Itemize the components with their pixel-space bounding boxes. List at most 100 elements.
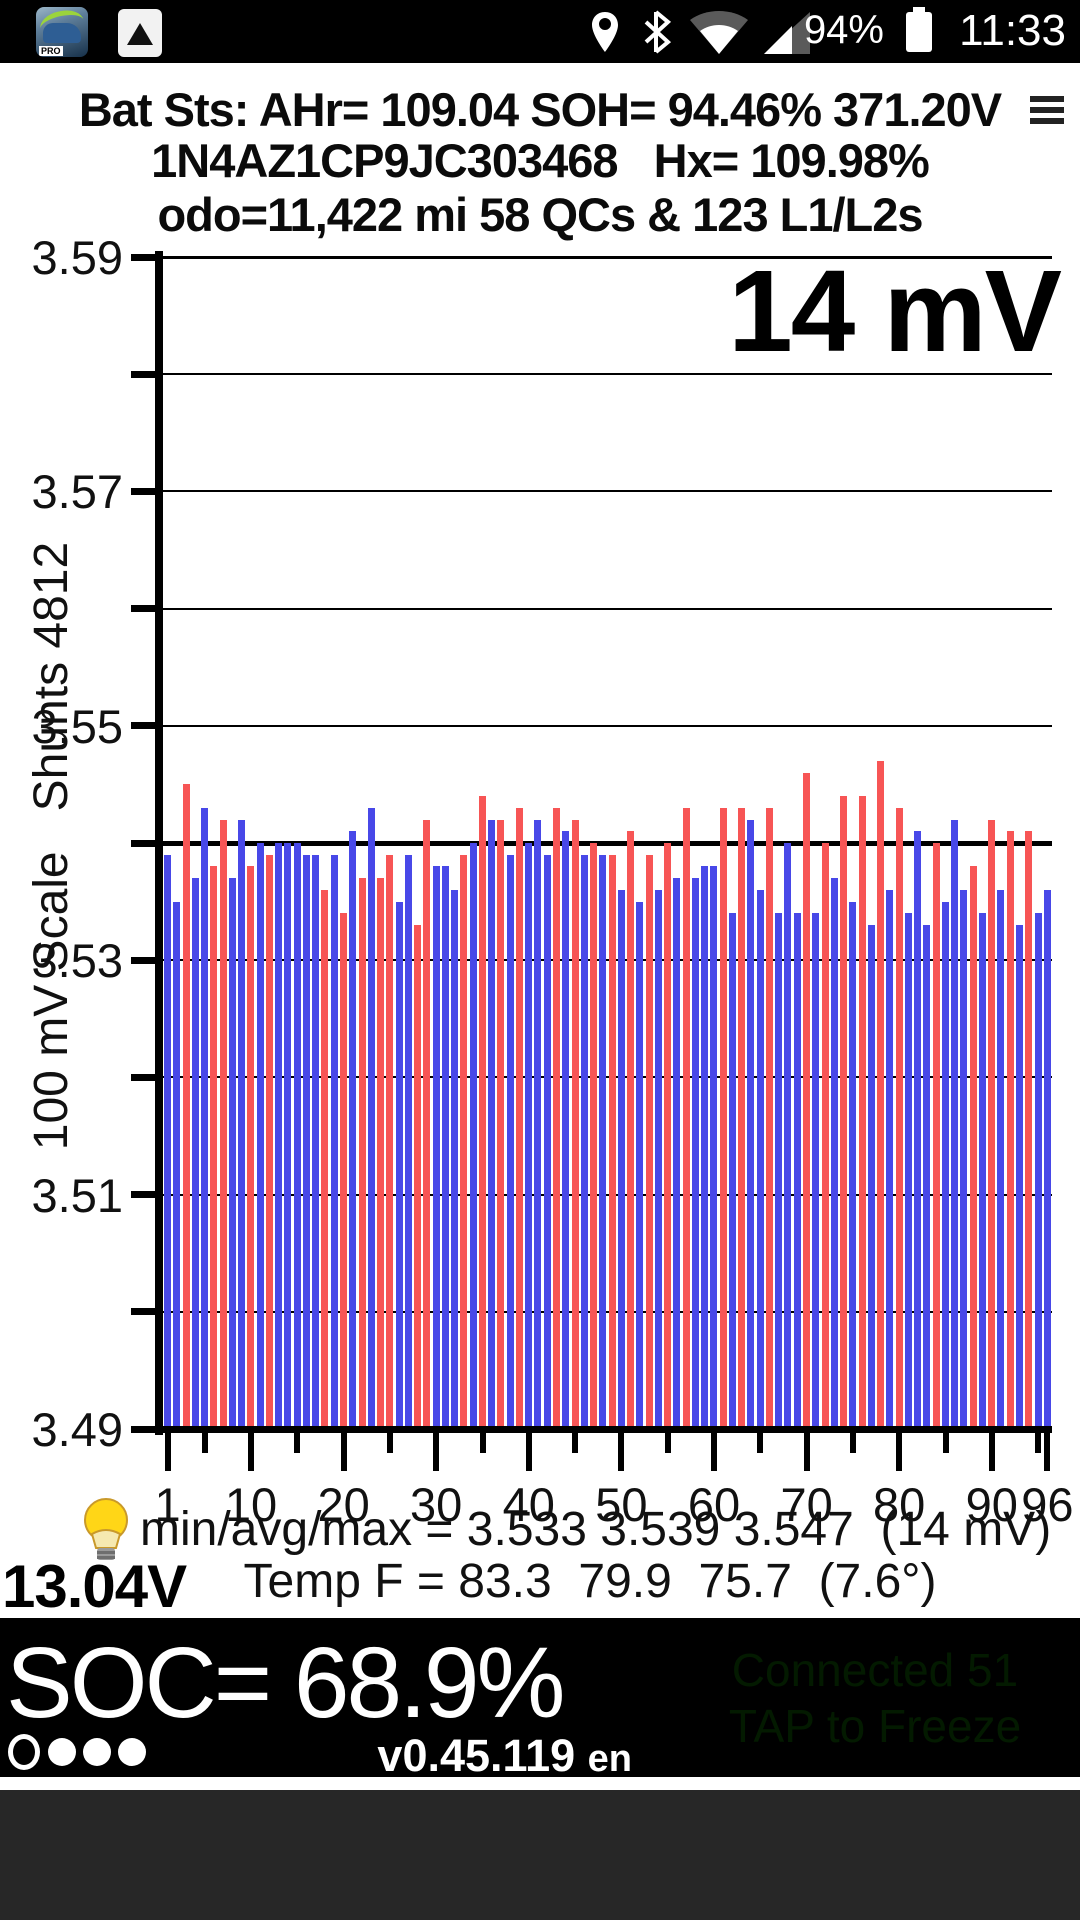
cell-bar-shunt [1025, 831, 1033, 1429]
android-status-bar: PRO 94% 11:33 [0, 0, 1080, 63]
12v-battery-voltage: 13.04V [2, 1553, 187, 1620]
cell-bar-shunt [719, 807, 727, 1429]
cell-bar-shunt [969, 866, 977, 1429]
y-axis-label: 3.55 [31, 699, 123, 753]
cell-bar [441, 866, 449, 1429]
x-axis-label: 70 [780, 1478, 833, 1531]
y-tick [131, 1308, 157, 1316]
gridline [163, 255, 1052, 259]
x-tick [942, 1433, 949, 1453]
bulb-icon[interactable] [82, 1496, 130, 1566]
cell-bar [404, 854, 412, 1429]
cell-bar [506, 854, 514, 1429]
cell-bar-shunt [182, 784, 190, 1429]
cell-bar-shunt [497, 819, 505, 1429]
cell-bar-shunt [377, 878, 385, 1429]
cell-bar [256, 843, 264, 1429]
cell-bar [469, 843, 477, 1429]
cell-bar [951, 819, 959, 1429]
x-tick [664, 1433, 671, 1453]
cell-bar [173, 901, 181, 1429]
cell-bar-shunt [515, 807, 523, 1429]
cell-bar-shunt [478, 796, 486, 1429]
x-tick [479, 1433, 486, 1453]
x-axis-label: 50 [595, 1478, 648, 1531]
gallery-icon [118, 9, 162, 57]
cell-bar-shunt [645, 854, 653, 1429]
x-tick [618, 1433, 625, 1471]
x-axis-label: 80 [873, 1478, 926, 1531]
cell-bar-shunt [210, 866, 218, 1429]
cell-bar [238, 819, 246, 1429]
cell-bar-shunt [219, 819, 227, 1429]
freeze-hint: TAP to Freeze [728, 1699, 1022, 1752]
cell-bar [701, 866, 709, 1429]
cell-bar-shunt [932, 843, 940, 1429]
min-avg-max-row: min/avg/max = 3.533 3.539 3.547 (14 mV) [140, 1503, 1052, 1556]
cell-bar-shunt [821, 843, 829, 1429]
gridline [163, 1076, 1052, 1079]
cell-bar-shunt [590, 843, 598, 1429]
cell-bar [960, 889, 968, 1429]
cell-bar-shunt [460, 854, 468, 1429]
cell-bar [451, 889, 459, 1429]
temperature-row: Temp F = 83.3 79.9 75.7 (7.6°) [243, 1555, 937, 1608]
x-tick [525, 1433, 532, 1471]
cell-bar-shunt [627, 831, 635, 1429]
battery-icon [906, 7, 932, 52]
cell-bar [997, 889, 1005, 1429]
app-version: v0.45.119 en [377, 1730, 632, 1781]
cell-bar-shunt [552, 807, 560, 1429]
cell-bar [349, 831, 357, 1429]
x-tick [803, 1433, 810, 1471]
x-tick [386, 1433, 393, 1453]
cell-bar-shunt [247, 866, 255, 1429]
cell-bar [534, 819, 542, 1429]
cell-bar-shunt [840, 796, 848, 1429]
gridline [163, 840, 1052, 846]
cell-bar [654, 889, 662, 1429]
cell-bar [164, 854, 172, 1429]
cell-bar [886, 889, 894, 1429]
language-code: en [587, 1738, 632, 1780]
x-tick [433, 1433, 440, 1471]
gridline [163, 607, 1052, 610]
x-tick [294, 1433, 301, 1453]
y-tick [131, 839, 157, 847]
gridline [163, 959, 1052, 962]
cell-bar [914, 831, 922, 1429]
cell-bar [228, 878, 236, 1429]
leafspy-icon-car [43, 23, 81, 43]
y-axis-label: 3.59 [31, 231, 123, 284]
cell-bar [395, 901, 403, 1429]
cell-bar [830, 878, 838, 1429]
hamburger-menu-icon[interactable] [1030, 96, 1066, 128]
y-axis-label: 3.51 [31, 1168, 123, 1222]
soc-band: SOC= 68.9% v0.45.119 en Connected 51 TAP… [0, 1618, 1080, 1781]
y-axis-line [155, 251, 163, 1435]
cell-bar [330, 854, 338, 1429]
cell-bar [1034, 913, 1042, 1429]
x-tick [849, 1433, 856, 1453]
signal-icon [764, 12, 810, 54]
x-tick [572, 1433, 579, 1453]
x-axis-line [155, 1426, 1052, 1433]
cell-bar [367, 807, 375, 1429]
cell-bar-shunt [423, 819, 431, 1429]
clock: 11:33 [959, 6, 1066, 55]
cell-bar-shunt [321, 889, 329, 1429]
connection-freeze-button[interactable]: Connected 51 TAP to Freeze [688, 1624, 1062, 1771]
cell-bar-shunt [414, 925, 422, 1429]
cell-bar-shunt [988, 819, 996, 1429]
gridline [163, 490, 1052, 493]
cell-bar-shunt [1006, 831, 1014, 1429]
x-tick [1044, 1433, 1051, 1471]
x-axis-label: 60 [687, 1478, 741, 1531]
cell-bar-shunt [682, 807, 690, 1429]
cell-bar-shunt [877, 761, 885, 1429]
cell-bar [543, 854, 551, 1429]
x-tick [757, 1433, 764, 1453]
cell-bar [793, 913, 801, 1429]
cell-bar-shunt [664, 843, 672, 1429]
